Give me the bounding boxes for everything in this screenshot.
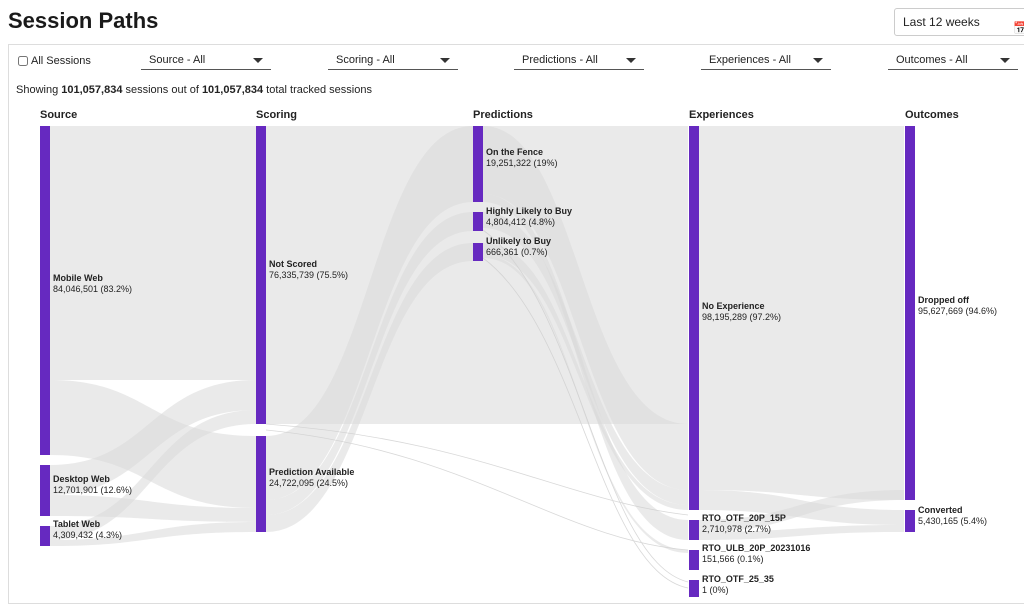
node-desktop-web[interactable] <box>40 465 50 516</box>
column-header-scoring: Scoring <box>256 109 297 121</box>
chevron-down-icon <box>440 58 450 63</box>
predictions-filter-value: Predictions - All <box>522 54 598 66</box>
node-label-converted: Converted 5,430,165 (5.4%) <box>918 505 988 526</box>
node-tablet-web[interactable] <box>40 526 50 546</box>
node-dropped-off[interactable] <box>905 126 915 500</box>
node-highly-likely[interactable] <box>473 212 483 231</box>
node-prediction-available[interactable] <box>256 436 266 532</box>
predictions-filter-dropdown[interactable]: Predictions - All <box>514 50 644 70</box>
scoring-filter-dropdown[interactable]: Scoring - All <box>328 50 458 70</box>
node-rto-otf-20p[interactable] <box>689 520 699 540</box>
node-label-rto-otf-25: RTO_OTF_25_35 1 (0%) <box>702 574 774 595</box>
all-sessions-checkbox-input[interactable] <box>18 56 28 66</box>
node-no-experience[interactable] <box>689 126 699 510</box>
date-range-value: Last 12 weeks <box>903 15 980 29</box>
source-filter-value: Source - All <box>149 54 206 66</box>
flow-prediction-unlikely <box>266 243 473 532</box>
node-label-unlikely: Unlikely to Buy 666,361 (0.7%) <box>486 236 552 257</box>
all-sessions-checkbox[interactable]: All Sessions <box>18 55 91 67</box>
chevron-down-icon <box>1000 58 1010 63</box>
node-label-rto-otf-20p: RTO_OTF_20P_15P 2,710,978 (2.7%) <box>702 513 786 534</box>
node-label-prediction-available: Prediction Available 24,722,095 (24.5%) <box>269 467 355 488</box>
node-label-not-scored: Not Scored 76,335,739 (75.5%) <box>269 259 349 280</box>
node-not-scored[interactable] <box>256 126 266 424</box>
node-rto-ulb[interactable] <box>689 550 699 570</box>
column-header-outcomes: Outcomes <box>905 109 959 121</box>
flow-desktop-not-scored <box>50 380 256 495</box>
page-title: Session Paths <box>8 8 159 33</box>
flow-fence-no-experience <box>483 126 688 490</box>
experiences-filter-dropdown[interactable]: Experiences - All <box>701 50 831 70</box>
flow-no-experience-dropped <box>698 126 904 500</box>
experiences-filter-value: Experiences - All <box>709 54 791 66</box>
flow-not-scored-no-experience <box>266 126 688 424</box>
date-range-picker[interactable]: Last 12 weeks 📅 <box>894 8 1024 36</box>
flow-tablet-prediction <box>50 522 256 546</box>
chevron-down-icon <box>626 58 636 63</box>
shown-sessions-count: 101,057,834 <box>61 84 123 96</box>
node-label-dropped-off: Dropped off 95,627,669 (94.6%) <box>918 295 998 316</box>
node-label-on-the-fence: On the Fence 19,251,322 (19%) <box>486 147 558 168</box>
node-unlikely[interactable] <box>473 243 483 261</box>
node-on-the-fence[interactable] <box>473 126 483 202</box>
flow-rto20-converted <box>698 525 904 540</box>
outcomes-filter-dropdown[interactable]: Outcomes - All <box>888 50 1018 70</box>
node-label-highly-likely: Highly Likely to Buy 4,804,412 (4.8%) <box>486 206 573 227</box>
node-label-rto-ulb: RTO_ULB_20P_20231016 151,566 (0.1%) <box>702 543 811 564</box>
source-filter-dropdown[interactable]: Source - All <box>141 50 271 70</box>
flow-prediction-highly <box>266 212 473 515</box>
column-header-source: Source <box>40 109 78 121</box>
flow-mobile-not-scored <box>50 126 256 380</box>
flow-tablet-not-scored <box>50 410 256 540</box>
node-label-mobile-web: Mobile Web 84,046,501 (83.2%) <box>53 273 133 294</box>
calendar-icon[interactable]: 📅 <box>1013 21 1024 35</box>
node-label-no-experience: No Experience 98,195,289 (97.2%) <box>702 301 782 322</box>
scoring-filter-value: Scoring - All <box>336 54 395 66</box>
column-header-predictions: Predictions <box>473 109 533 121</box>
node-rto-otf-25[interactable] <box>689 580 699 597</box>
session-summary: Showing 101,057,834 sessions out of 101,… <box>16 84 372 96</box>
total-sessions-count: 101,057,834 <box>201 84 264 96</box>
node-label-desktop-web: Desktop Web 12,701,901 (12.6%) <box>53 474 133 495</box>
chevron-down-icon <box>253 58 263 63</box>
node-label-tablet-web: Tablet Web 4,309,432 (4.3%) <box>53 519 123 540</box>
flow-prediction-fence <box>266 126 473 500</box>
node-converted[interactable] <box>905 510 915 532</box>
node-mobile-web[interactable] <box>40 126 50 455</box>
flow-rto20-dropped <box>698 490 904 532</box>
column-header-experiences: Experiences <box>689 109 754 121</box>
chevron-down-icon <box>813 58 823 63</box>
all-sessions-label: All Sessions <box>31 55 91 67</box>
outcomes-filter-value: Outcomes - All <box>896 54 968 66</box>
